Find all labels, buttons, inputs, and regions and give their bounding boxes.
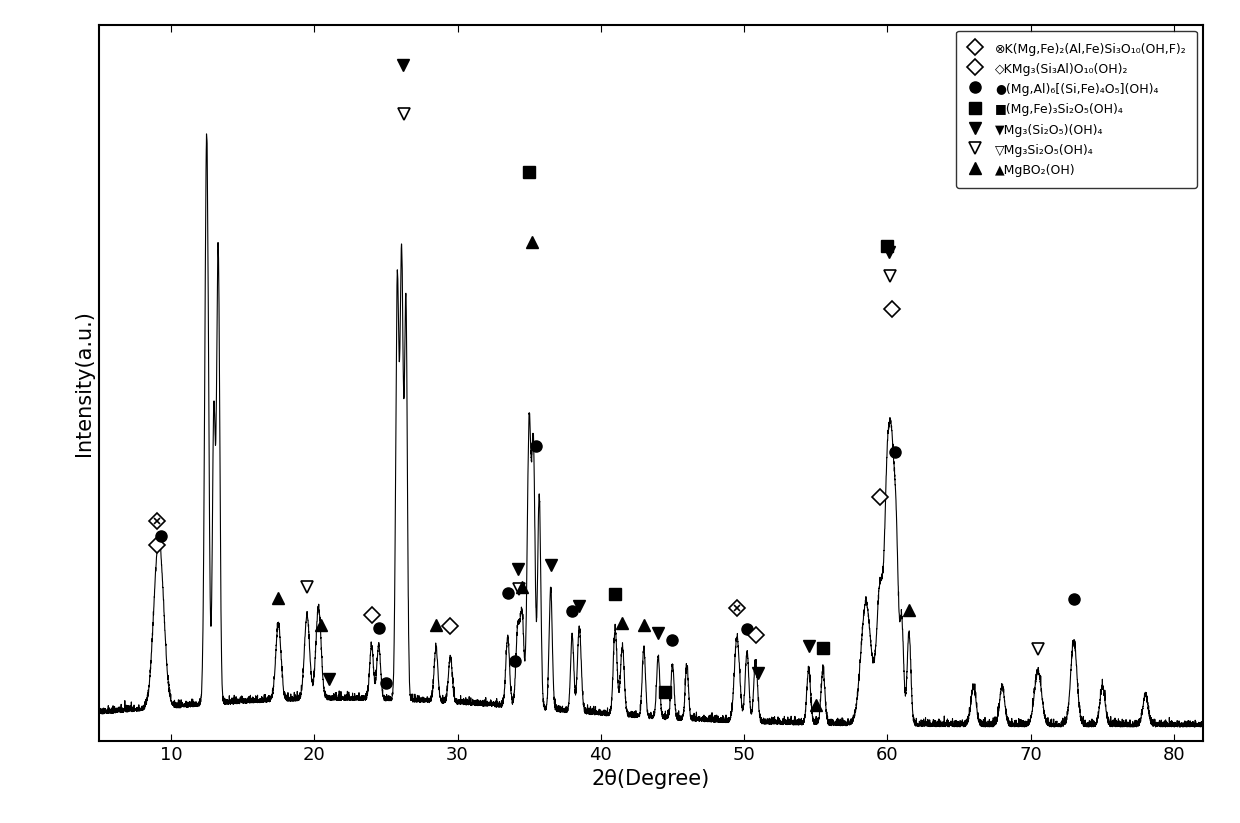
Y-axis label: Intensity(a.u.): Intensity(a.u.) xyxy=(73,309,94,456)
Legend: ⊗K(Mg,Fe)₂(Al,Fe)Si₃O₁₀(OH,F)₂, ◇KMg₃(Si₃Al)O₁₀(OH)₂, ●(Mg,Al)₆[(Si,Fe)₄O₅](OH)₄: ⊗K(Mg,Fe)₂(Al,Fe)Si₃O₁₀(OH,F)₂, ◇KMg₃(Si… xyxy=(956,31,1197,188)
X-axis label: 2θ(Degree): 2θ(Degree) xyxy=(591,770,711,789)
